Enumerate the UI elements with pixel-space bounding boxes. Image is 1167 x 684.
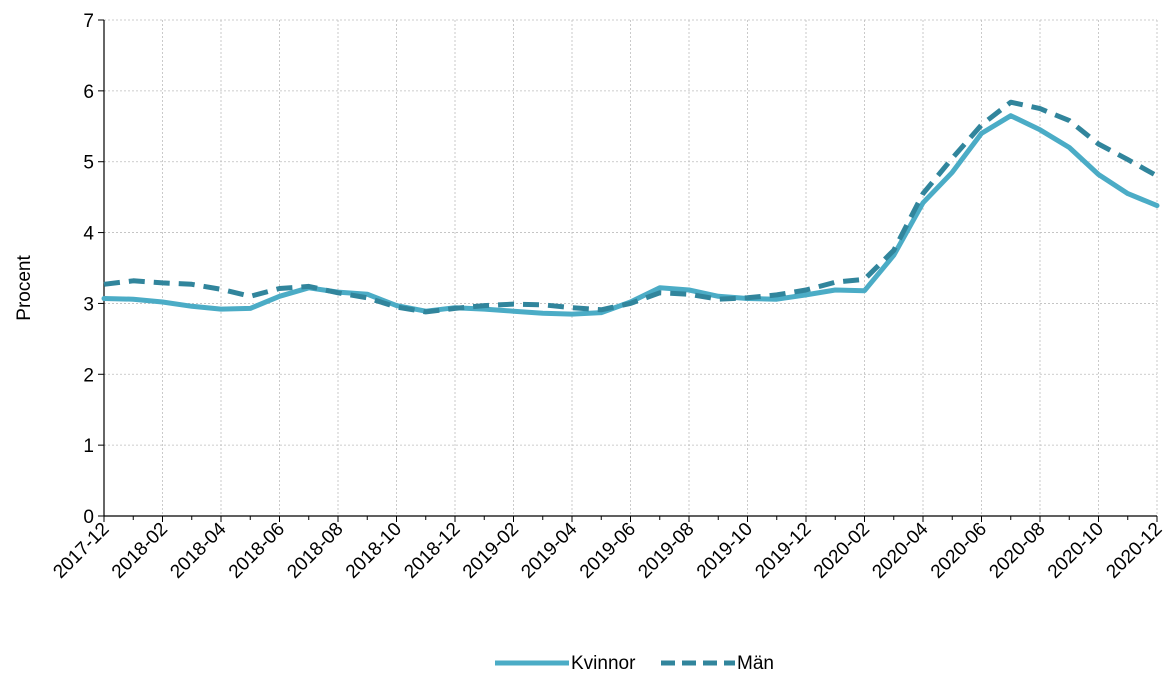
y-tick-label: 4 <box>83 224 94 245</box>
x-tick-label: 2019-10 <box>693 519 757 583</box>
y-tick-label: 6 <box>83 82 94 103</box>
legend: Kvinnor Män <box>495 653 774 674</box>
x-tick-label: 2020-04 <box>868 518 932 582</box>
x-tick-label: 2020-10 <box>1044 519 1108 583</box>
y-tick-label: 2 <box>83 365 94 386</box>
x-tick-label: 2019-12 <box>751 519 815 583</box>
x-tick-label: 2018-02 <box>108 519 172 583</box>
x-tick-label: 2020-06 <box>927 519 991 583</box>
y-tick-labels: 0 1 2 3 4 5 6 7 <box>83 11 94 528</box>
legend-label-man: Män <box>737 653 774 674</box>
series-lines <box>101 99 1160 317</box>
y-tick-label: 5 <box>83 153 94 174</box>
axes <box>98 19 1158 522</box>
x-tick-label: 2018-08 <box>283 519 347 583</box>
x-tick-labels: 2017-122018-022018-042018-062018-082018-… <box>49 518 1166 582</box>
series-line-man <box>103 99 1159 315</box>
x-tick-label: 2018-06 <box>225 519 289 583</box>
x-tick-label: 2019-08 <box>634 519 698 583</box>
x-tick-label: 2020-08 <box>985 519 1049 583</box>
x-tick-label: 2018-04 <box>166 518 230 582</box>
x-tick-label: 2019-04 <box>517 518 581 582</box>
legend-label-kvinnor: Kvinnor <box>571 653 636 674</box>
y-tick-label: 3 <box>83 294 94 315</box>
x-tick-label: 2020-12 <box>1102 519 1166 583</box>
x-tick-label: 2018-10 <box>342 519 406 583</box>
y-tick-label: 7 <box>83 11 94 32</box>
x-tick-label: 2018-12 <box>400 519 464 583</box>
x-tick-label: 2020-02 <box>810 519 874 583</box>
x-tick-label: 2017-12 <box>49 519 113 583</box>
gridlines <box>104 19 1158 516</box>
y-tick-label: 0 <box>83 507 94 528</box>
x-tick-label: 2019-06 <box>576 519 640 583</box>
y-tick-label: 1 <box>83 436 94 457</box>
x-tick-label: 2019-02 <box>459 519 523 583</box>
y-axis-title: Procent <box>14 255 35 321</box>
